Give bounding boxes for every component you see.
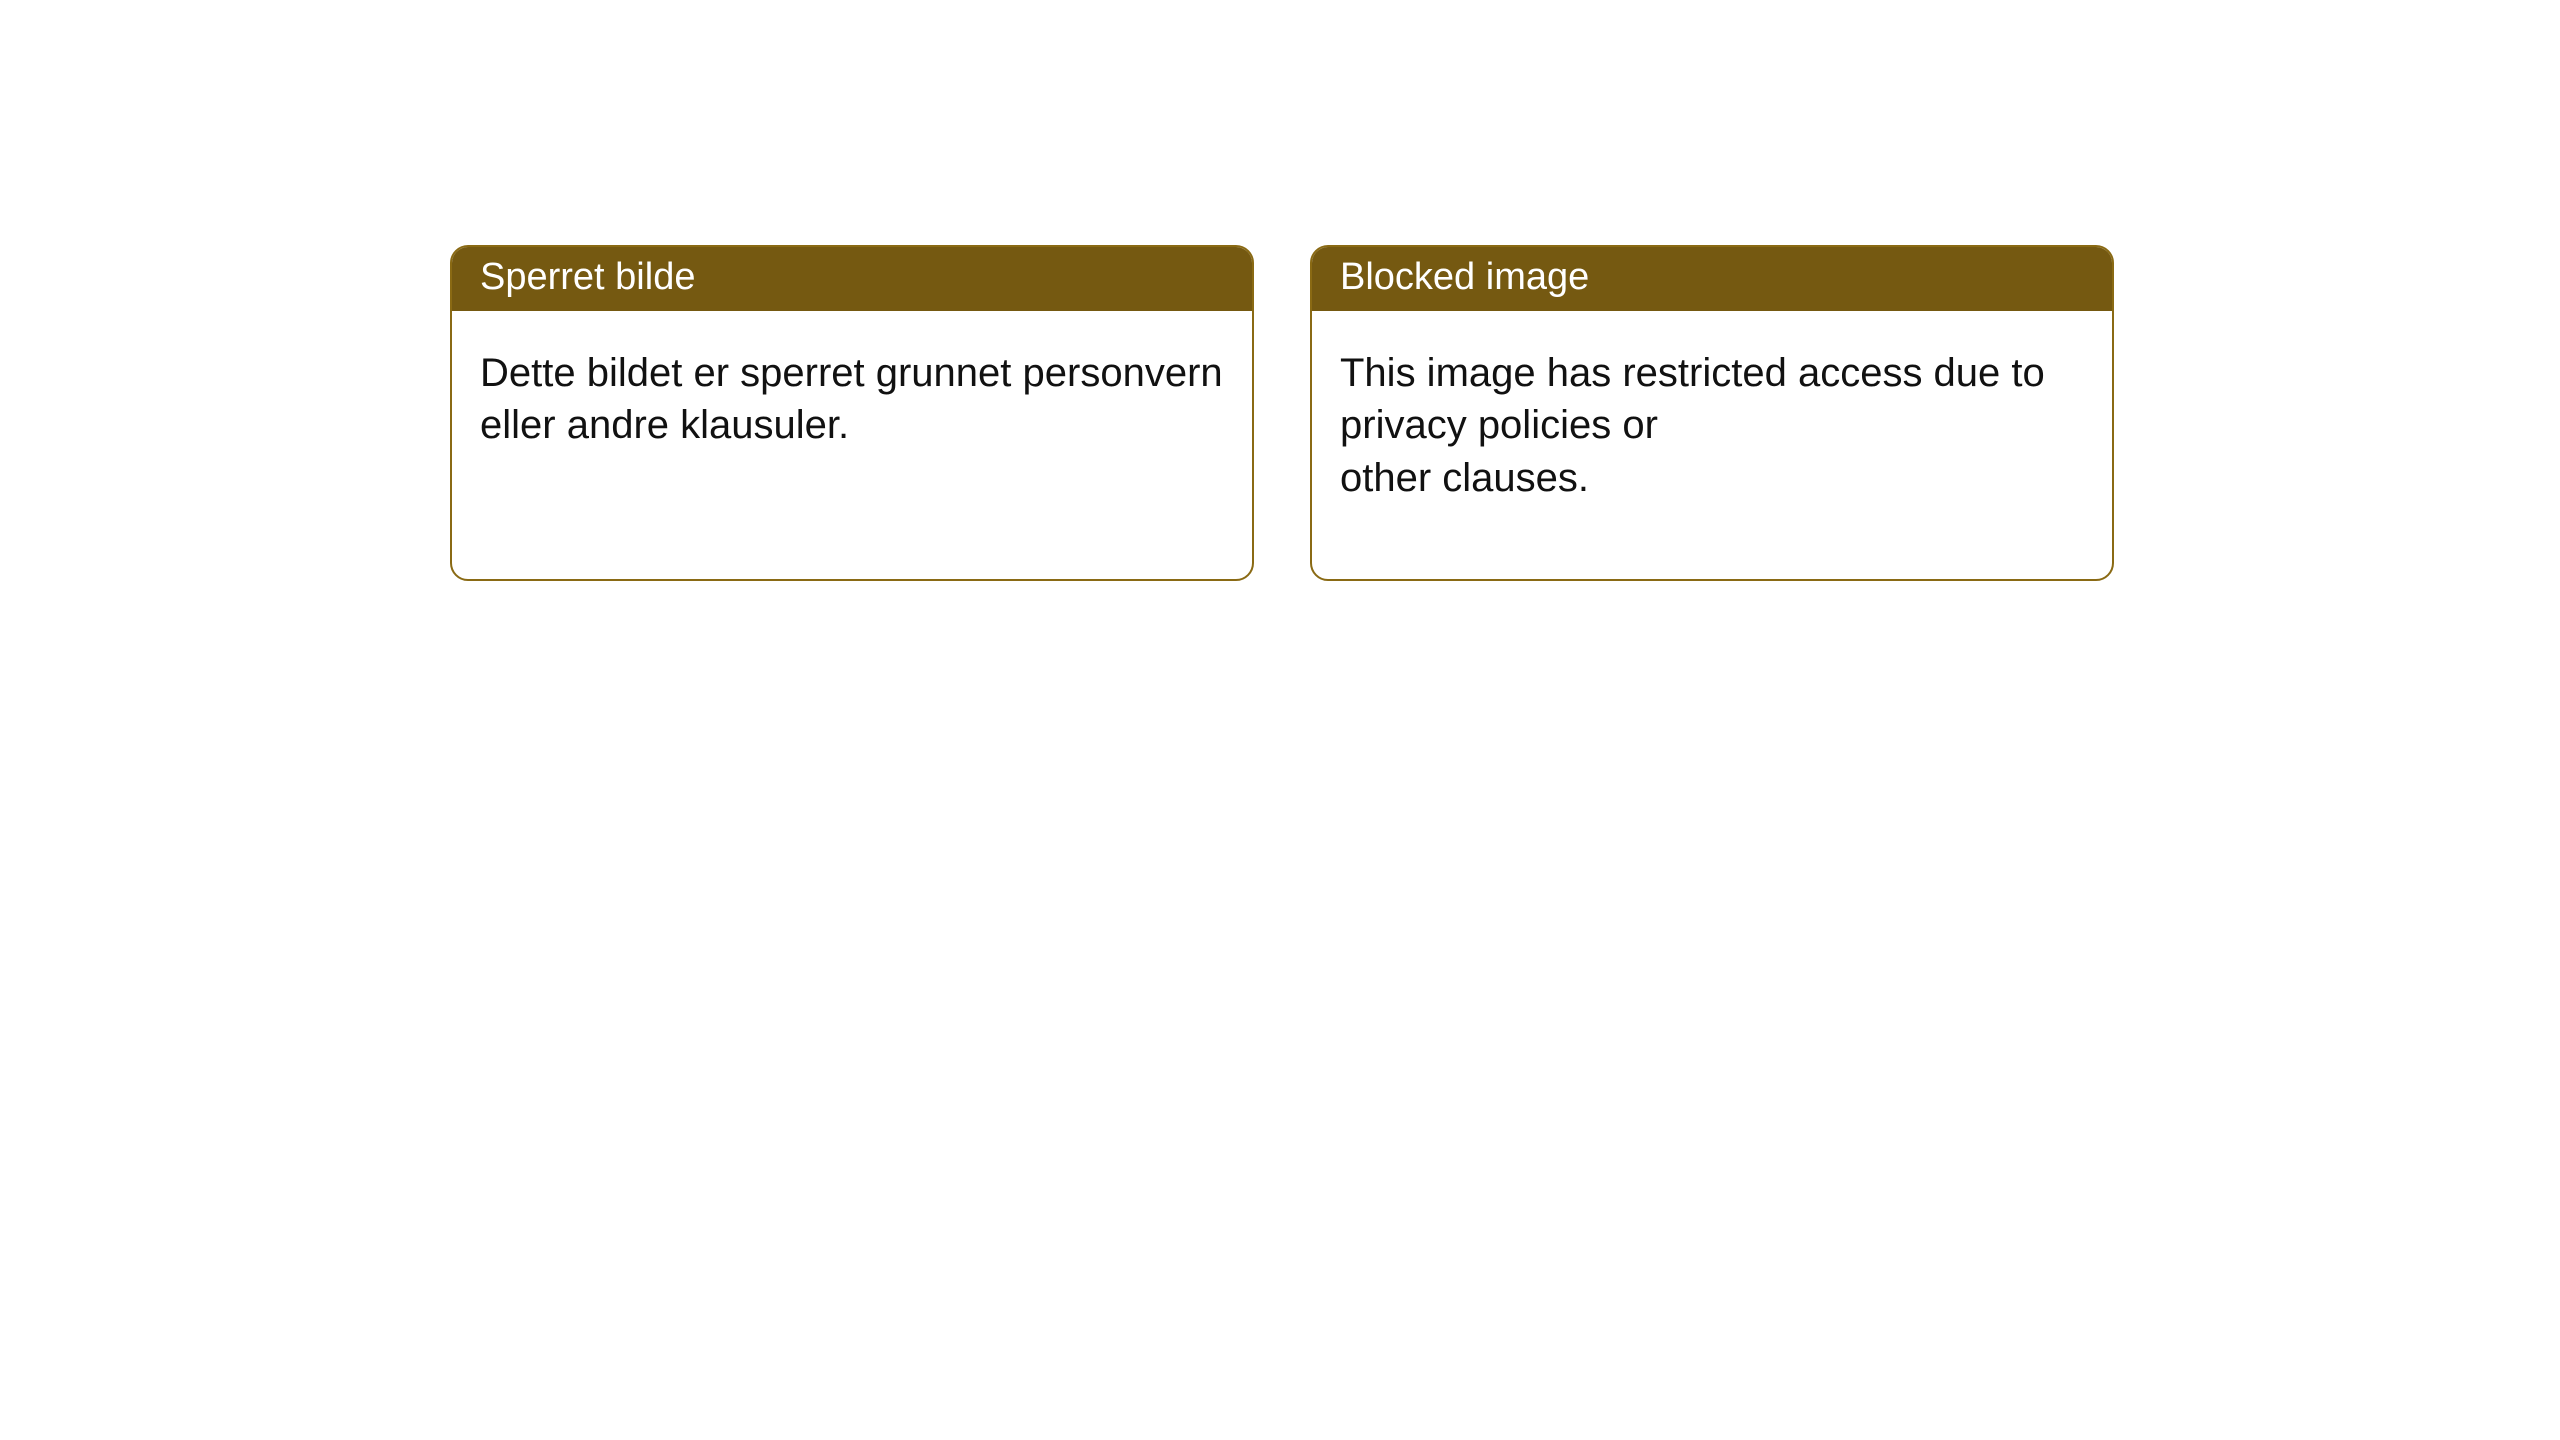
notice-title: Sperret bilde — [452, 247, 1252, 311]
notice-body: Dette bildet er sperret grunnet personve… — [452, 311, 1252, 579]
notice-body: This image has restricted access due to … — [1312, 311, 2112, 579]
notice-card-norwegian: Sperret bilde Dette bildet er sperret gr… — [450, 245, 1254, 581]
notice-title: Blocked image — [1312, 247, 2112, 311]
notice-container: Sperret bilde Dette bildet er sperret gr… — [0, 0, 2560, 581]
notice-card-english: Blocked image This image has restricted … — [1310, 245, 2114, 581]
